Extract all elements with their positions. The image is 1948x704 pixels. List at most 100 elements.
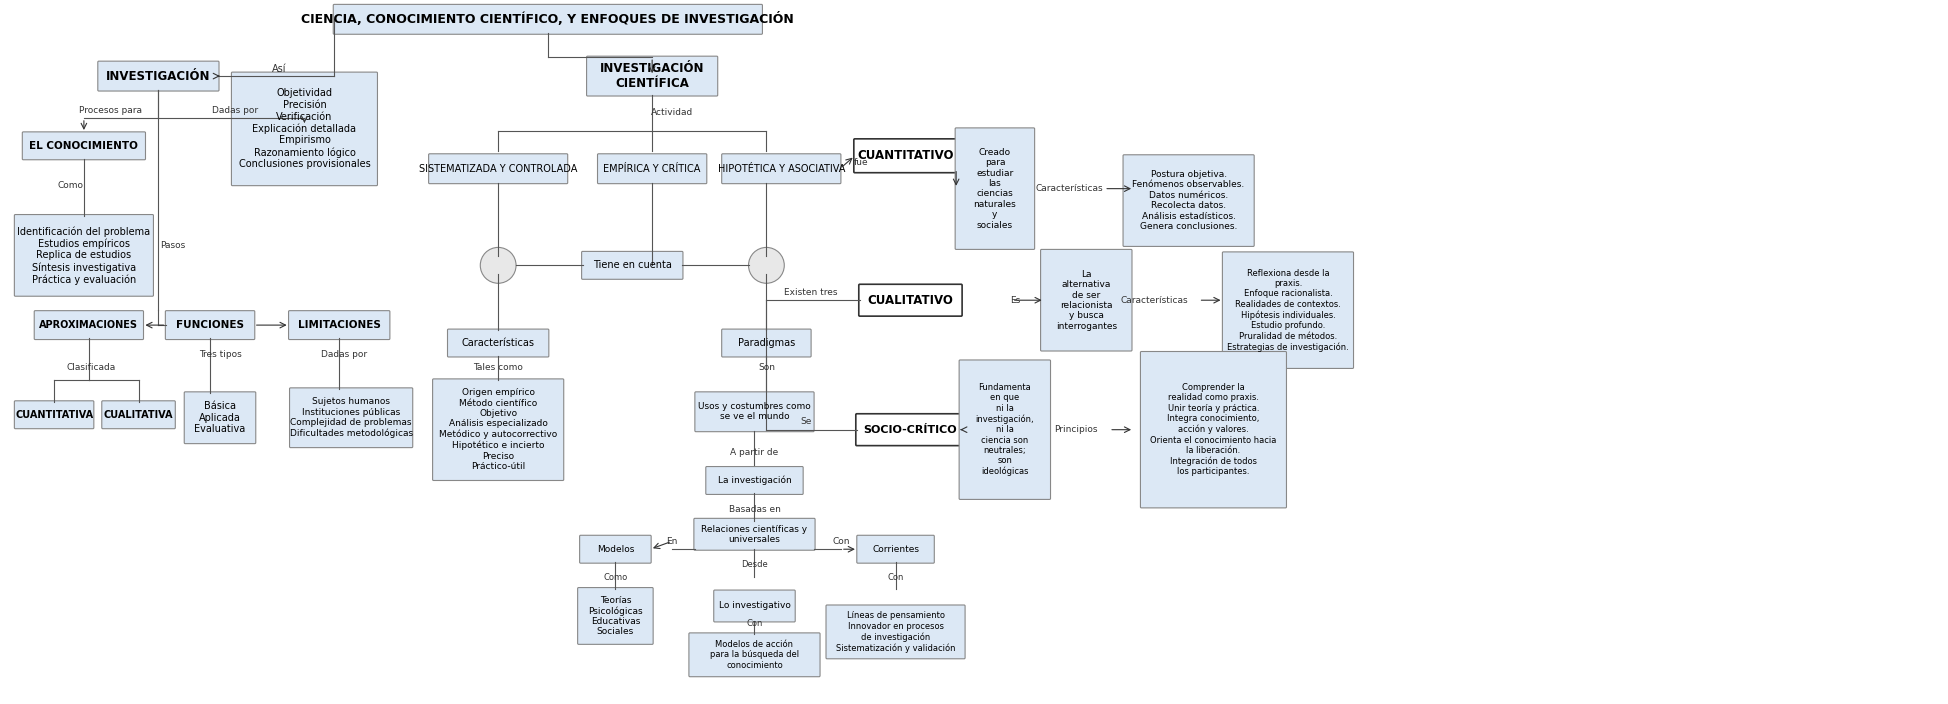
Text: INVESTIGACIÓN: INVESTIGACIÓN: [105, 70, 210, 82]
Text: Usos y costumbres como
se ve el mundo: Usos y costumbres como se ve el mundo: [697, 402, 810, 422]
FancyBboxPatch shape: [705, 467, 803, 494]
Text: Origen empírico
Método científico
Objetivo
Análisis especializado
Metódico y aut: Origen empírico Método científico Objeti…: [438, 388, 557, 471]
Text: Lo investigativo: Lo investigativo: [719, 601, 791, 610]
Text: Líneas de pensamiento
Innovador en procesos
de investigación
Sistematización y v: Líneas de pensamiento Innovador en proce…: [836, 611, 955, 653]
Text: Modelos de acción
para la búsqueda del
conocimiento: Modelos de acción para la búsqueda del c…: [709, 640, 799, 670]
Text: Corrientes: Corrientes: [871, 545, 919, 554]
FancyBboxPatch shape: [288, 310, 390, 339]
FancyBboxPatch shape: [721, 153, 840, 184]
FancyBboxPatch shape: [166, 310, 255, 339]
Text: CIENCIA, CONOCIMIENTO CIENTÍFICO, Y ENFOQUES DE INVESTIGACIÓN: CIENCIA, CONOCIMIENTO CIENTÍFICO, Y ENFO…: [302, 12, 793, 26]
FancyBboxPatch shape: [101, 401, 175, 429]
Text: Características: Características: [1120, 296, 1186, 305]
Text: CUANTITATIVA: CUANTITATIVA: [16, 410, 94, 420]
FancyBboxPatch shape: [14, 401, 94, 429]
Text: Existen tres: Existen tres: [783, 288, 838, 297]
Text: Relaciones científicas y
universales: Relaciones científicas y universales: [701, 524, 806, 544]
Text: La
alternativa
de ser
relacionista
y busca
interrogantes: La alternativa de ser relacionista y bus…: [1056, 270, 1116, 331]
Text: CUALITATIVA: CUALITATIVA: [103, 410, 173, 420]
Text: APROXIMACIONES: APROXIMACIONES: [39, 320, 138, 330]
Text: Objetividad
Precisión
Verificación
Explicación detallada
Empirismo
Razonamiento : Objetividad Precisión Verificación Expli…: [238, 89, 370, 169]
Text: Modelos: Modelos: [596, 545, 633, 554]
Text: CUANTITATIVO: CUANTITATIVO: [857, 149, 953, 163]
FancyBboxPatch shape: [857, 535, 933, 563]
FancyBboxPatch shape: [859, 284, 962, 316]
FancyBboxPatch shape: [97, 61, 218, 91]
Text: Con: Con: [832, 536, 849, 546]
Text: Pasos: Pasos: [160, 241, 185, 250]
Text: La investigación: La investigación: [717, 476, 791, 485]
Ellipse shape: [748, 247, 783, 283]
Text: Tiene en cuenta: Tiene en cuenta: [592, 260, 672, 270]
FancyBboxPatch shape: [586, 56, 717, 96]
Text: Creado
para
estudiar
las
ciencias
naturales
y
sociales: Creado para estudiar las ciencias natura…: [972, 148, 1015, 230]
FancyBboxPatch shape: [1040, 249, 1132, 351]
Text: EL CONOCIMIENTO: EL CONOCIMIENTO: [29, 141, 138, 151]
FancyBboxPatch shape: [688, 633, 820, 677]
FancyBboxPatch shape: [35, 310, 144, 339]
Text: HIPOTÉTICA Y ASOCIATIVA: HIPOTÉTICA Y ASOCIATIVA: [717, 164, 845, 174]
Text: Con: Con: [886, 572, 904, 582]
Ellipse shape: [479, 247, 516, 283]
Text: SISTEMATIZADA Y CONTROLADA: SISTEMATIZADA Y CONTROLADA: [419, 164, 577, 174]
FancyBboxPatch shape: [14, 215, 154, 296]
Text: Tres tipos: Tres tipos: [199, 351, 242, 360]
Text: Teorías
Psicológicas
Educativas
Sociales: Teorías Psicológicas Educativas Sociales: [588, 596, 643, 636]
FancyBboxPatch shape: [1140, 351, 1286, 508]
Text: Reflexiona desde la
praxis.
Enfoque racionalista.
Realidades de contextos.
Hipót: Reflexiona desde la praxis. Enfoque raci…: [1227, 269, 1348, 352]
Text: Postura objetiva.
Fenómenos observables.
Datos numéricos.
Recolecta datos.
Análi: Postura objetiva. Fenómenos observables.…: [1132, 170, 1245, 231]
FancyBboxPatch shape: [21, 132, 146, 160]
Text: Fundamenta
en que
ni la
investigación,
ni la
ciencia son
neutrales;
son
ideológi: Fundamenta en que ni la investigación, n…: [976, 383, 1034, 477]
FancyBboxPatch shape: [333, 4, 762, 34]
FancyBboxPatch shape: [1221, 252, 1352, 368]
Text: LIMITACIONES: LIMITACIONES: [298, 320, 380, 330]
Text: fue: fue: [853, 158, 867, 168]
FancyBboxPatch shape: [695, 392, 814, 432]
Text: Tales como: Tales como: [473, 363, 522, 372]
Text: Son: Son: [758, 363, 775, 372]
FancyBboxPatch shape: [693, 518, 814, 551]
FancyBboxPatch shape: [432, 379, 563, 481]
FancyBboxPatch shape: [713, 590, 795, 622]
Text: Procesos para: Procesos para: [80, 106, 142, 115]
Text: Como: Como: [58, 181, 84, 190]
Text: Sujetos humanos
Instituciones públicas
Complejidad de problemas
Dificultades met: Sujetos humanos Instituciones públicas C…: [290, 397, 413, 438]
Text: FUNCIONES: FUNCIONES: [175, 320, 244, 330]
FancyBboxPatch shape: [581, 251, 682, 279]
FancyBboxPatch shape: [1122, 155, 1255, 246]
Text: Clasificada: Clasificada: [66, 363, 115, 372]
FancyBboxPatch shape: [955, 128, 1034, 249]
FancyBboxPatch shape: [958, 360, 1050, 499]
Text: Básica
Aplicada
Evaluativa: Básica Aplicada Evaluativa: [195, 401, 245, 434]
Text: Así: Así: [273, 64, 286, 74]
Text: Dadas por: Dadas por: [321, 351, 366, 360]
Text: EMPÍRICA Y CRÍTICA: EMPÍRICA Y CRÍTICA: [604, 164, 701, 174]
Text: Características: Características: [1034, 184, 1103, 193]
FancyBboxPatch shape: [579, 535, 651, 563]
Text: Dadas por: Dadas por: [212, 106, 257, 115]
Text: Con: Con: [746, 620, 762, 629]
Text: Se: Se: [801, 417, 812, 426]
Text: SOCIO-CRÍTICO: SOCIO-CRÍTICO: [863, 425, 956, 434]
FancyBboxPatch shape: [185, 392, 255, 444]
FancyBboxPatch shape: [598, 153, 707, 184]
Text: Basadas en: Basadas en: [729, 505, 779, 514]
Text: Como: Como: [604, 572, 627, 582]
FancyBboxPatch shape: [721, 329, 810, 357]
Text: A partir de: A partir de: [730, 448, 777, 457]
Text: Comprender la
realidad como praxis.
Unir teoría y práctica.
Integra conocimiento: Comprender la realidad como praxis. Unir…: [1149, 383, 1276, 477]
Text: Es: Es: [1009, 296, 1019, 305]
Text: INVESTIGACIÓN
CIENTÍFICA: INVESTIGACIÓN CIENTÍFICA: [600, 62, 703, 90]
FancyBboxPatch shape: [429, 153, 567, 184]
Text: Principios: Principios: [1054, 425, 1097, 434]
Text: Paradigmas: Paradigmas: [738, 338, 795, 348]
Text: Identificación del problema
Estudios empíricos
Replica de estudios
Síntesis inve: Identificación del problema Estudios emp…: [18, 226, 150, 284]
Text: Actividad: Actividad: [651, 108, 693, 118]
Text: Desde: Desde: [740, 560, 768, 569]
FancyBboxPatch shape: [855, 414, 964, 446]
FancyBboxPatch shape: [232, 72, 378, 186]
FancyBboxPatch shape: [853, 139, 956, 172]
FancyBboxPatch shape: [290, 388, 413, 448]
Text: En: En: [666, 536, 678, 546]
FancyBboxPatch shape: [448, 329, 549, 357]
